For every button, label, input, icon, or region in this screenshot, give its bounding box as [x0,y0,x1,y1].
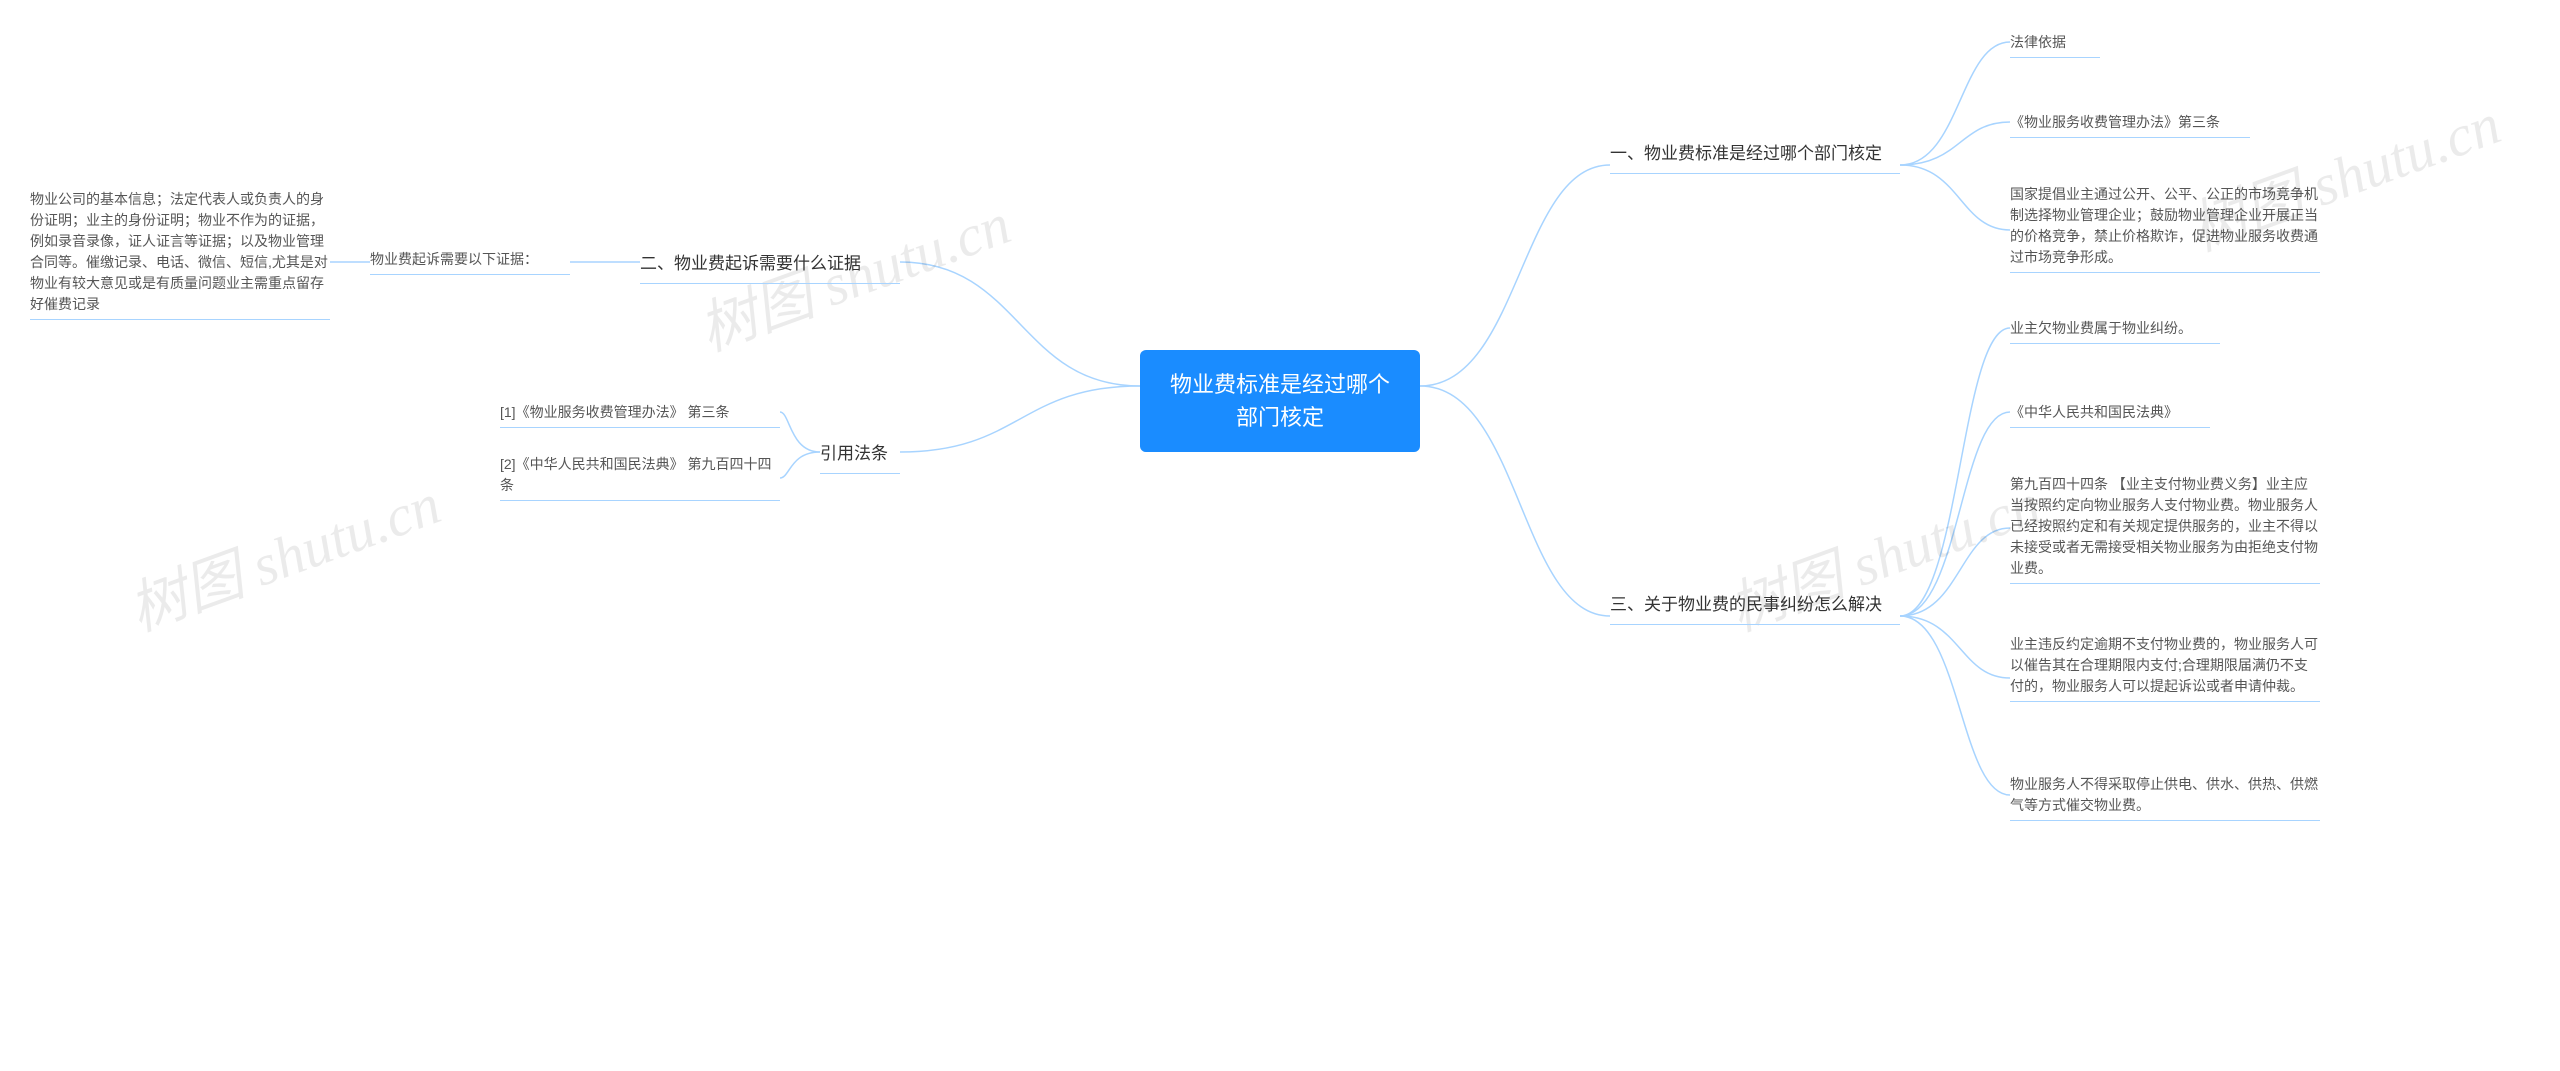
leaf-node[interactable]: 《中华人民共和国民法典》 [2010,398,2210,428]
leaf-node[interactable]: 业主违反约定逾期不支付物业费的，物业服务人可以催告其在合理期限内支付;合理期限届… [2010,630,2320,702]
mindmap-canvas: 树图 shutu.cn 树图 shutu.cn 树图 shutu.cn 树图 s… [0,0,2560,1071]
leaf-node[interactable]: 物业公司的基本信息；法定代表人或负责人的身份证明；业主的身份证明；物业不作为的证… [30,185,330,320]
leaf-node[interactable]: 法律依据 [2010,28,2100,58]
branch-section-2[interactable]: 二、物业费起诉需要什么证据 [640,245,900,284]
leaf-node[interactable]: [2]《中华人民共和国民法典》 第九百四十四条 [500,450,780,501]
leaf-node[interactable]: 物业费起诉需要以下证据： [370,245,570,275]
leaf-node[interactable]: 《物业服务收费管理办法》第三条 [2010,108,2250,138]
leaf-node[interactable]: 国家提倡业主通过公开、公平、公正的市场竞争机制选择物业管理企业；鼓励物业管理企业… [2010,180,2320,273]
leaf-node[interactable]: 第九百四十四条 【业主支付物业费义务】业主应当按照约定向物业服务人支付物业费。物… [2010,470,2320,584]
leaf-node[interactable]: 业主欠物业费属于物业纠纷。 [2010,314,2220,344]
branch-section-3[interactable]: 三、关于物业费的民事纠纷怎么解决 [1610,586,1900,625]
center-topic[interactable]: 物业费标准是经过哪个部门核定 [1140,350,1420,452]
leaf-node[interactable]: 物业服务人不得采取停止供电、供水、供热、供燃气等方式催交物业费。 [2010,770,2320,821]
leaf-node[interactable]: [1]《物业服务收费管理办法》 第三条 [500,398,780,428]
branch-citations[interactable]: 引用法条 [820,435,900,474]
watermark: 树图 shutu.cn [115,457,450,647]
branch-section-1[interactable]: 一、物业费标准是经过哪个部门核定 [1610,135,1900,174]
